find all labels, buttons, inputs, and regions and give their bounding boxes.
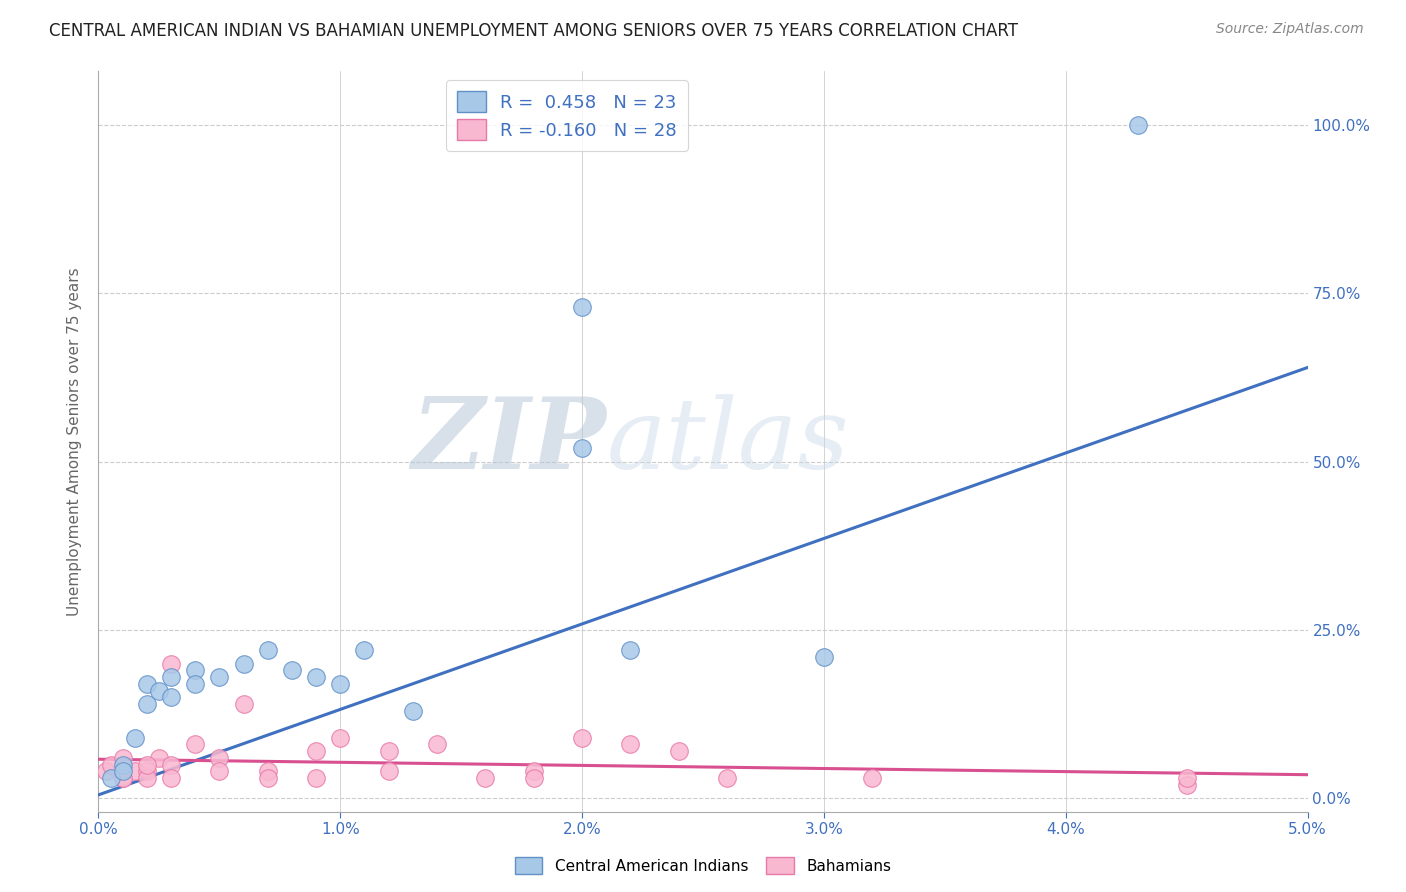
Point [184,664,207,678]
Point [474,771,496,785]
Point [426,738,449,752]
Point [160,757,183,772]
Point [135,697,157,711]
Point [813,649,835,664]
Point [377,764,399,779]
Point [305,744,328,758]
Text: CENTRAL AMERICAN INDIAN VS BAHAMIAN UNEMPLOYMENT AMONG SENIORS OVER 75 YEARS COR: CENTRAL AMERICAN INDIAN VS BAHAMIAN UNEM… [49,22,1018,40]
Point [668,744,690,758]
Point [184,677,207,691]
Legend: R =  0.458   N = 23, R = -0.160   N = 28: R = 0.458 N = 23, R = -0.160 N = 28 [446,80,688,151]
Point [860,771,883,785]
Point [571,731,593,745]
Point [281,664,304,678]
Point [329,677,352,691]
Point [329,731,352,745]
Point [160,690,183,705]
Point [1175,771,1198,785]
Point [100,757,122,772]
Point [135,757,157,772]
Text: Source: ZipAtlas.com: Source: ZipAtlas.com [1216,22,1364,37]
Point [619,643,641,657]
Point [1128,118,1150,132]
Point [208,751,231,765]
Point [111,757,134,772]
Point [377,744,399,758]
Point [208,670,231,684]
Point [111,771,134,785]
Point [135,771,157,785]
Y-axis label: Unemployment Among Seniors over 75 years: Unemployment Among Seniors over 75 years [67,268,83,615]
Point [353,643,375,657]
Point [716,771,738,785]
Point [160,670,183,684]
Point [523,764,546,779]
Point [256,771,278,785]
Point [232,657,254,671]
Point [148,683,170,698]
Legend: Central American Indians, Bahamians: Central American Indians, Bahamians [509,851,897,880]
Point [208,764,231,779]
Point [619,738,641,752]
Point [148,751,170,765]
Point [100,771,122,785]
Point [256,643,278,657]
Point [571,442,593,456]
Point [160,657,183,671]
Point [571,300,593,314]
Point [305,670,328,684]
Point [523,771,546,785]
Point [124,764,146,779]
Point [184,738,207,752]
Point [111,751,134,765]
Point [1175,778,1198,792]
Point [111,771,134,785]
Point [256,764,278,779]
Point [135,677,157,691]
Point [160,771,183,785]
Point [305,771,328,785]
Text: atlas: atlas [606,394,849,489]
Point [135,764,157,779]
Point [94,764,117,779]
Point [232,697,254,711]
Point [124,731,146,745]
Point [402,704,425,718]
Text: ZIP: ZIP [412,393,606,490]
Point [111,764,134,779]
